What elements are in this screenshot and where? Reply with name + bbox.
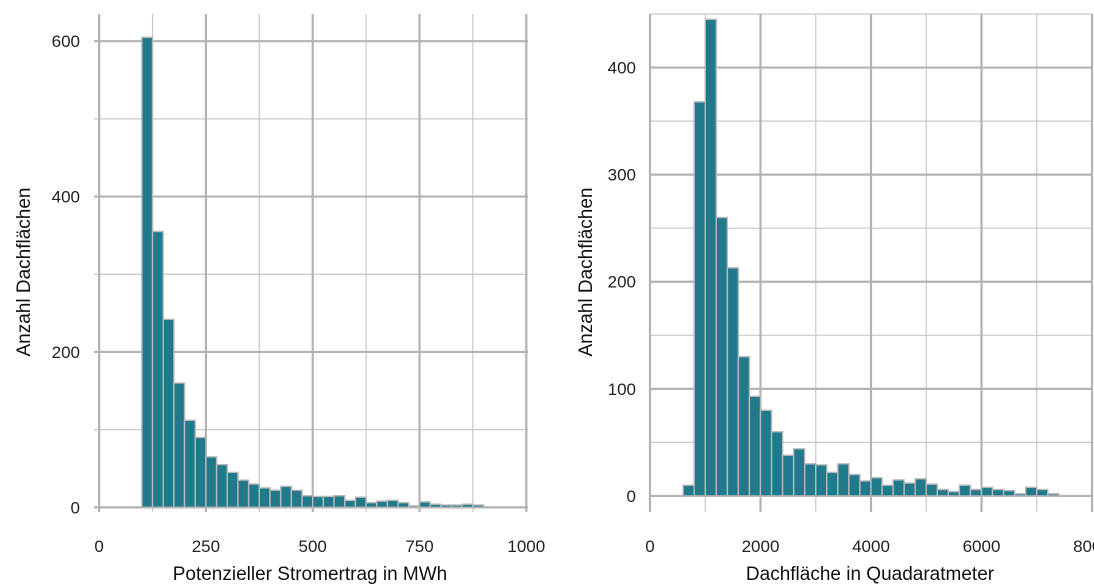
histogram-bar bbox=[279, 485, 293, 509]
histogram-bar bbox=[247, 483, 261, 509]
histogram-bar bbox=[715, 216, 729, 497]
x-tick-label: 1000 bbox=[507, 537, 545, 556]
histogram-bar bbox=[141, 36, 154, 509]
x-axis-title: Potenzieller Stromertrag in MWh bbox=[173, 564, 448, 585]
histogram-bar bbox=[258, 487, 271, 509]
histogram-bar bbox=[290, 489, 303, 509]
histogram-bar bbox=[194, 436, 207, 509]
histogram-bar bbox=[162, 318, 175, 509]
histogram-bar bbox=[301, 494, 314, 509]
histogram-bar bbox=[1036, 488, 1049, 497]
x-tick-label: 500 bbox=[299, 537, 327, 556]
histogram-bar bbox=[859, 480, 872, 497]
x-tick-label: 4000 bbox=[852, 537, 890, 556]
histogram-bar bbox=[440, 504, 453, 509]
y-tick-label: 0 bbox=[627, 487, 636, 506]
histogram-bar bbox=[682, 484, 695, 497]
histogram-bar bbox=[365, 501, 378, 509]
histogram-bar bbox=[386, 499, 399, 509]
histogram-bar bbox=[215, 463, 228, 509]
x-tick-label: 0 bbox=[94, 537, 103, 556]
histogram-bar bbox=[870, 477, 883, 497]
histogram-bar bbox=[429, 503, 442, 509]
y-tick-label: 200 bbox=[608, 273, 636, 292]
histogram-bar bbox=[969, 488, 983, 497]
x-tick-label: 6000 bbox=[963, 537, 1001, 556]
histogram-bar bbox=[151, 230, 164, 509]
histogram-bar bbox=[781, 454, 795, 497]
histogram-bar bbox=[333, 494, 346, 509]
histogram-bar bbox=[903, 482, 916, 497]
histogram-bar bbox=[461, 503, 474, 509]
histogram-bar bbox=[881, 484, 894, 497]
histogram-bar bbox=[205, 456, 218, 509]
histogram-bar bbox=[914, 478, 927, 497]
histogram-bar bbox=[848, 473, 861, 497]
histogram-bar bbox=[1002, 489, 1016, 497]
histogram-bar bbox=[354, 496, 367, 509]
x-tick-label: 2000 bbox=[742, 537, 780, 556]
histogram-bar bbox=[1047, 493, 1060, 497]
histogram-bar bbox=[804, 463, 817, 497]
x-tick-label: 750 bbox=[405, 537, 433, 556]
x-tick-label: 0 bbox=[645, 537, 654, 556]
x-tick-label: 250 bbox=[192, 537, 220, 556]
histogram-bar bbox=[693, 101, 706, 497]
histogram-bar bbox=[947, 490, 961, 497]
histogram-bar bbox=[450, 504, 463, 509]
panel-stromertrag: 0 250 500 750 1000 0 200 400 600 Potenzieller S… bbox=[14, 14, 545, 585]
y-tick-label: 200 bbox=[52, 343, 80, 362]
y-tick-label: 100 bbox=[608, 380, 636, 399]
histogram-bar bbox=[826, 471, 839, 497]
y-axis-title: Anzahl Dachflächen bbox=[14, 188, 35, 357]
histogram-bar bbox=[837, 463, 850, 497]
y-axis-title: Anzahl Dachflächen bbox=[576, 188, 597, 357]
y-tick-label: 300 bbox=[608, 166, 636, 185]
histogram-bar bbox=[958, 484, 972, 497]
histogram-bar bbox=[408, 505, 421, 509]
histogram-bar bbox=[376, 500, 389, 509]
histogram-bar bbox=[173, 382, 186, 509]
y-tick-label: 400 bbox=[52, 188, 80, 207]
histogram-bar bbox=[226, 471, 239, 509]
histogram-bar bbox=[237, 479, 250, 509]
x-axis-title: Dachfläche in Quadaratmeter bbox=[746, 564, 995, 585]
histogram-bar bbox=[936, 488, 950, 497]
histogram-bar bbox=[925, 483, 939, 497]
histogram-bar bbox=[1013, 493, 1027, 497]
y-tick-label: 400 bbox=[608, 59, 636, 78]
y-tick-label: 600 bbox=[52, 32, 80, 51]
histogram-bar bbox=[1024, 486, 1038, 497]
x-tick-label: 8000 bbox=[1073, 537, 1094, 556]
histogram-bar bbox=[759, 409, 773, 497]
histogram-bar bbox=[815, 464, 828, 497]
histogram-bar bbox=[737, 356, 751, 497]
histogram-bar bbox=[892, 479, 905, 497]
histogram-bar bbox=[322, 495, 335, 509]
histogram-bar bbox=[726, 267, 740, 497]
histogram-bar bbox=[980, 486, 994, 497]
histogram-bar bbox=[183, 419, 196, 509]
histogram-bar bbox=[792, 448, 806, 497]
histogram-bar bbox=[991, 488, 1005, 497]
histogram-bar bbox=[748, 395, 762, 497]
histogram-bar bbox=[344, 499, 357, 509]
y-tick-label: 0 bbox=[71, 498, 80, 517]
histogram-bar bbox=[397, 501, 410, 509]
histogram-bar bbox=[269, 489, 282, 509]
panel-dachflaeche: 0 2000 4000 6000 8000 0 100 200 300 400 Dachfläc… bbox=[576, 13, 1094, 585]
histogram-bar bbox=[472, 504, 485, 509]
histogram-bar bbox=[418, 501, 431, 509]
histogram-bar bbox=[770, 430, 784, 497]
histogram-bar bbox=[704, 18, 718, 497]
histogram-bar bbox=[312, 495, 325, 509]
